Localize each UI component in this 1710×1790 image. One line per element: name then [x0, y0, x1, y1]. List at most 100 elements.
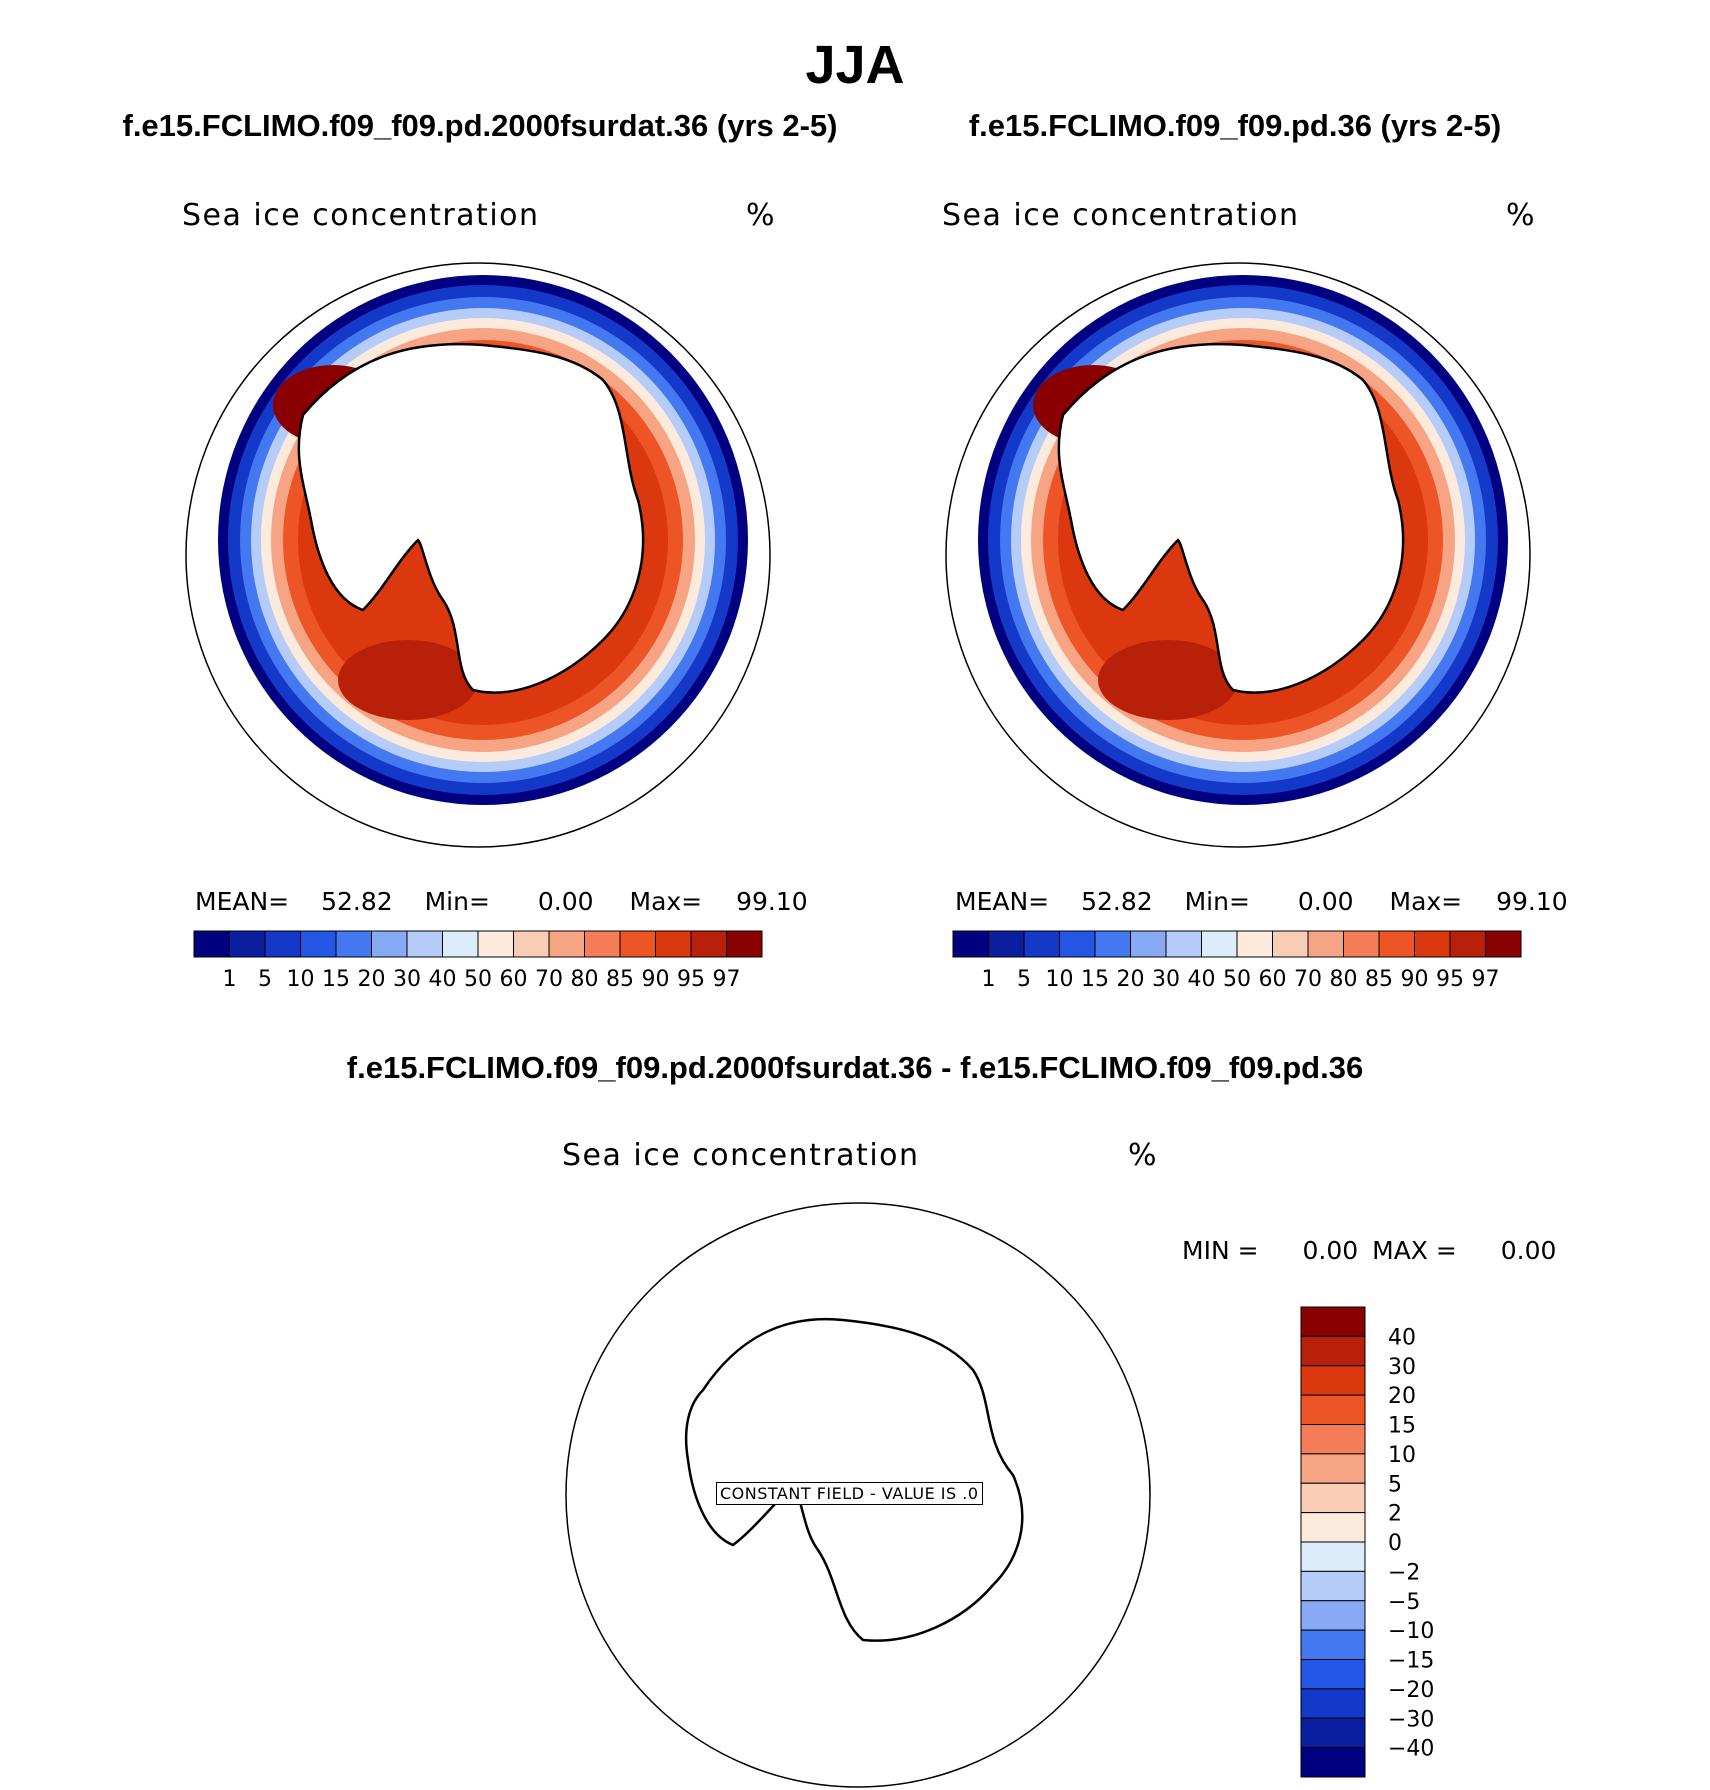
colorbar-swatch	[1300, 1600, 1366, 1631]
panel-1-max-label: Max=	[629, 887, 703, 916]
colorbar-tick-label: 50	[1223, 967, 1251, 992]
colorbar-swatch	[1130, 930, 1167, 958]
colorbar-tick-label: 85	[1365, 967, 1393, 992]
antarctica-coastline	[1057, 342, 1405, 694]
panel-1-colorbar	[193, 930, 763, 958]
difference-stats: MIN = 0.00 MAX = 0.00	[1182, 1236, 1556, 1265]
difference-min-label: MIN =	[1182, 1236, 1259, 1265]
colorbar-tick-label: −5	[1388, 1590, 1420, 1615]
colorbar-swatch	[1300, 1688, 1366, 1719]
panel-1-max-value: 99.10	[736, 887, 808, 916]
colorbar-swatch	[1059, 930, 1096, 958]
colorbar-tick-label: 50	[464, 967, 492, 992]
colorbar-tick-label: 70	[1294, 967, 1322, 992]
colorbar-tick-label: 30	[393, 967, 421, 992]
colorbar-swatch	[1300, 1629, 1366, 1660]
colorbar-swatch	[477, 930, 514, 958]
panel-2-colorbar	[952, 930, 1522, 958]
colorbar-swatch	[1300, 1424, 1366, 1455]
colorbar-swatch	[655, 930, 692, 958]
colorbar-swatch	[690, 930, 727, 958]
colorbar-swatch	[1378, 930, 1415, 958]
colorbar-tick-label: 85	[606, 967, 634, 992]
colorbar-tick-label: 80	[1329, 967, 1358, 992]
colorbar-swatch	[584, 930, 621, 958]
difference-max-label: MAX =	[1372, 1236, 1457, 1265]
colorbar-swatch	[1300, 1570, 1366, 1602]
difference-min-value: 0.00	[1302, 1236, 1359, 1265]
panel-2-polar-map	[945, 262, 1531, 848]
colorbar-tick-label: 1	[222, 967, 237, 992]
colorbar-swatch	[1300, 1512, 1366, 1543]
panel-2-stats: MEAN= 52.82 Min= 0.00 Max= 99.10	[955, 887, 1568, 916]
colorbar-tick-label: −2	[1388, 1560, 1420, 1585]
colorbar-tick-label: −40	[1388, 1737, 1434, 1762]
colorbar-tick-label: 80	[570, 967, 599, 992]
colorbar-tick-label: 2	[1388, 1502, 1402, 1527]
panel-2-mean-label: MEAN=	[955, 887, 1050, 916]
panel-1-case-title: f.e15.FCLIMO.f09_f09.pd.2000fsurdat.36 (…	[122, 108, 838, 143]
colorbar-swatch	[1300, 1394, 1366, 1425]
colorbar-tick-label: 60	[1258, 967, 1287, 992]
colorbar-swatch	[335, 930, 372, 958]
colorbar-tick-label: 15	[1081, 967, 1109, 992]
colorbar-tick-label: 1	[981, 967, 996, 992]
colorbar-tick-label: 5	[1017, 967, 1031, 992]
colorbar-swatch	[1300, 1541, 1366, 1572]
panel-2-units-label: %	[1506, 198, 1537, 233]
colorbar-tick-label: 20	[357, 967, 386, 992]
constant-field-box: CONSTANT FIELD - VALUE IS .0	[716, 1482, 983, 1505]
colorbar-swatch	[548, 930, 585, 958]
colorbar-swatch	[1272, 930, 1309, 958]
panel-2-max-label: Max=	[1389, 887, 1463, 916]
colorbar-tick-label: 5	[258, 967, 272, 992]
colorbar-tick-label: −30	[1388, 1707, 1434, 1732]
colorbar-tick-label: 97	[712, 967, 741, 992]
panel-2-case-title: f.e15.FCLIMO.f09_f09.pd.36 (yrs 2-5)	[968, 108, 1502, 143]
colorbar-tick-label: 5	[1388, 1472, 1402, 1497]
colorbar-tick-label: 95	[677, 967, 705, 992]
colorbar-tick-label: −10	[1388, 1619, 1434, 1644]
panel-2-min-label: Min=	[1184, 887, 1250, 916]
colorbar-swatch	[1023, 930, 1060, 958]
panel-1-polar-map	[185, 262, 771, 848]
colorbar-swatch	[300, 930, 337, 958]
colorbar-swatch	[1300, 1453, 1366, 1484]
antarctica-coastline	[684, 1317, 1024, 1642]
colorbar-swatch	[1307, 930, 1344, 958]
panel-1-variable-label: Sea ice concentration	[182, 198, 540, 233]
colorbar-swatch	[264, 930, 301, 958]
colorbar-swatch	[1300, 1717, 1366, 1749]
panel-2-variable-label: Sea ice concentration	[942, 198, 1300, 233]
panel-1-stats: MEAN= 52.82 Min= 0.00 Max= 99.10	[195, 887, 808, 916]
colorbar-tick-label: 30	[1152, 967, 1180, 992]
panel-1-min-label: Min=	[424, 887, 490, 916]
colorbar-tick-label: 90	[1400, 967, 1429, 992]
colorbar-swatch	[371, 930, 408, 958]
colorbar-swatch	[1485, 930, 1522, 958]
colorbar-swatch	[988, 930, 1025, 958]
colorbar-tick-label: 10	[1388, 1443, 1416, 1468]
figure-title: JJA	[805, 35, 905, 95]
colorbar-tick-label: 20	[1388, 1384, 1416, 1409]
colorbar-swatch	[1414, 930, 1451, 958]
panel-1-mean-label: MEAN=	[195, 887, 290, 916]
colorbar-tick-label: 10	[1045, 967, 1074, 992]
colorbar-tick-label: 15	[1388, 1414, 1416, 1439]
colorbar-tick-label: 40	[1388, 1325, 1416, 1350]
colorbar-swatch	[1300, 1306, 1366, 1337]
colorbar-tick-label: 60	[499, 967, 528, 992]
colorbar-tick-label: 0	[1388, 1531, 1402, 1556]
difference-title: f.e15.FCLIMO.f09_f09.pd.2000fsurdat.36 -…	[346, 1050, 1364, 1085]
colorbar-tick-label: 10	[286, 967, 315, 992]
colorbar-swatch	[1300, 1659, 1366, 1690]
colorbar-tick-label: 95	[1436, 967, 1464, 992]
panel-2-max-value: 99.10	[1496, 887, 1568, 916]
colorbar-tick-label: 15	[322, 967, 350, 992]
colorbar-swatch	[1300, 1365, 1366, 1396]
colorbar-tick-label: −20	[1388, 1678, 1434, 1703]
colorbar-swatch	[1449, 930, 1486, 958]
colorbar-swatch	[1300, 1482, 1366, 1514]
colorbar-tick-label: 90	[641, 967, 670, 992]
